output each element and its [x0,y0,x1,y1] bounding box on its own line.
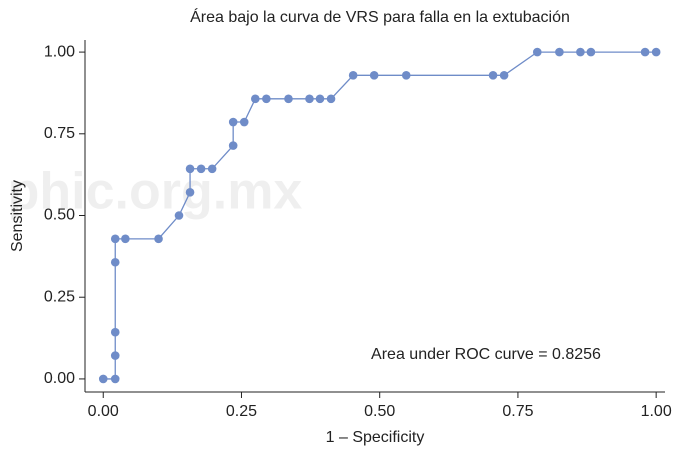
y-tick-label: 0.25 [44,288,75,305]
point [305,94,314,104]
point [98,374,108,384]
point [185,164,195,174]
point [532,47,542,57]
point [586,47,596,57]
point [284,94,293,104]
x-tick-label: 0.75 [502,403,533,420]
point [640,47,650,57]
point [576,47,585,57]
point [651,47,661,57]
y-tick-label: 0.00 [44,370,75,387]
y-tick-label: 0.50 [44,207,75,224]
y-tick-label: 1.00 [44,43,75,60]
point [228,141,238,150]
point [110,351,120,360]
x-axis-label: 1 – Specificity [326,429,425,446]
point [555,47,564,57]
point [348,70,358,80]
x-tick-label: 0.25 [226,403,257,420]
point [110,234,120,244]
point [401,70,411,80]
point [250,94,260,104]
y-axis-label: Sensitivity [9,180,26,252]
annotation: Area under ROC curve = 0.8256 [371,346,601,363]
point [315,94,325,104]
point [228,117,238,127]
point [239,117,249,127]
chart-title: Área bajo la curva de VRS para falla en … [190,7,570,26]
y-tick-label: 0.75 [44,125,75,142]
point [154,234,163,244]
point [196,164,206,174]
x-tick-label: 0.00 [88,403,119,420]
point [326,94,336,104]
x-tick-label: 0.50 [364,403,395,420]
point [262,94,271,104]
point [110,327,120,337]
point [369,70,379,80]
point [121,234,130,244]
point [488,70,498,80]
point [174,211,184,220]
x-tick-label: 1.00 [641,403,672,420]
watermark: phic.org.mx [8,163,303,221]
point [207,164,217,174]
point [499,70,509,80]
point [110,257,120,267]
point [110,374,120,384]
point [185,188,195,197]
